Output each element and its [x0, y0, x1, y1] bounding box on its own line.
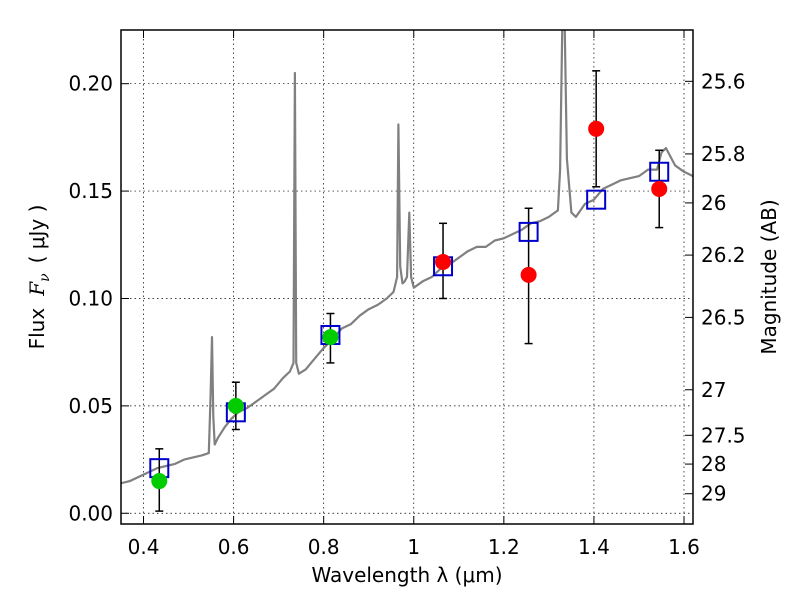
y2-tick-label: 26.2	[701, 243, 746, 267]
model-photometry-square	[518, 221, 539, 242]
y-axis-title: Flux Fν ( μJy )	[25, 205, 53, 350]
y-tick-label: 0.10	[68, 286, 113, 310]
observed-photometry-point	[435, 253, 452, 270]
x-axis: 0.4 0.6 0.8 1 1.2 1.4 1.6	[128, 30, 700, 559]
y2-tick-label: 27	[701, 378, 726, 402]
y2-tick-label: 29	[701, 482, 726, 506]
spectrum-layer	[121, 30, 693, 485]
spectrum-line	[121, 30, 693, 485]
x-tick-label: 1.4	[578, 535, 610, 559]
y-axis-title-unit: ( μJy )	[25, 205, 49, 264]
y2-tick-label: 28	[701, 452, 726, 476]
plot-frame	[120, 29, 694, 525]
y-tick-label: 0.05	[68, 394, 113, 418]
y-axis-title-symbol: F	[25, 281, 49, 297]
grid	[121, 30, 693, 524]
x-axis-title: Wavelength λ (μm)	[311, 563, 502, 587]
observed-photometry-point	[588, 120, 605, 137]
y-tick-label: 0.20	[68, 72, 113, 96]
observed-photometry-point	[227, 397, 244, 414]
x-tick-label: 1.6	[668, 535, 700, 559]
model-photometry-square	[649, 161, 670, 182]
x-tick-label: 1	[407, 535, 420, 559]
y-axis: 0.00 0.05 0.10 0.15 0.20	[68, 72, 129, 525]
y-tick-label: 0.00	[68, 501, 113, 525]
y2-axis-title: Magnitude (AB)	[757, 199, 781, 354]
observed-photometry-point	[151, 473, 168, 490]
y-axis-title-subscript: ν	[37, 273, 53, 282]
y-tick-label: 0.15	[68, 179, 113, 203]
y-axis-title-text: Flux	[25, 308, 49, 350]
y2-tick-label: 26	[701, 191, 726, 215]
y2-tick-label: 26.5	[701, 305, 746, 329]
marker-layer	[149, 120, 670, 490]
x-tick-label: 0.4	[128, 535, 160, 559]
x-tick-label: 1.2	[488, 535, 520, 559]
y2-tick-label: 27.5	[701, 423, 746, 447]
observed-photometry-point	[520, 266, 537, 283]
y2-tick-label: 25.6	[701, 69, 746, 93]
model-photometry-square	[586, 189, 607, 210]
observed-photometry-point	[651, 180, 668, 197]
observed-photometry-point	[322, 329, 339, 346]
x-tick-label: 0.6	[218, 535, 250, 559]
y2-tick-label: 25.8	[701, 142, 746, 166]
x-tick-label: 0.8	[308, 535, 340, 559]
y2-axis: 25.6 25.8 26 26.2 26.5 27 27.5 28 29	[685, 69, 746, 506]
